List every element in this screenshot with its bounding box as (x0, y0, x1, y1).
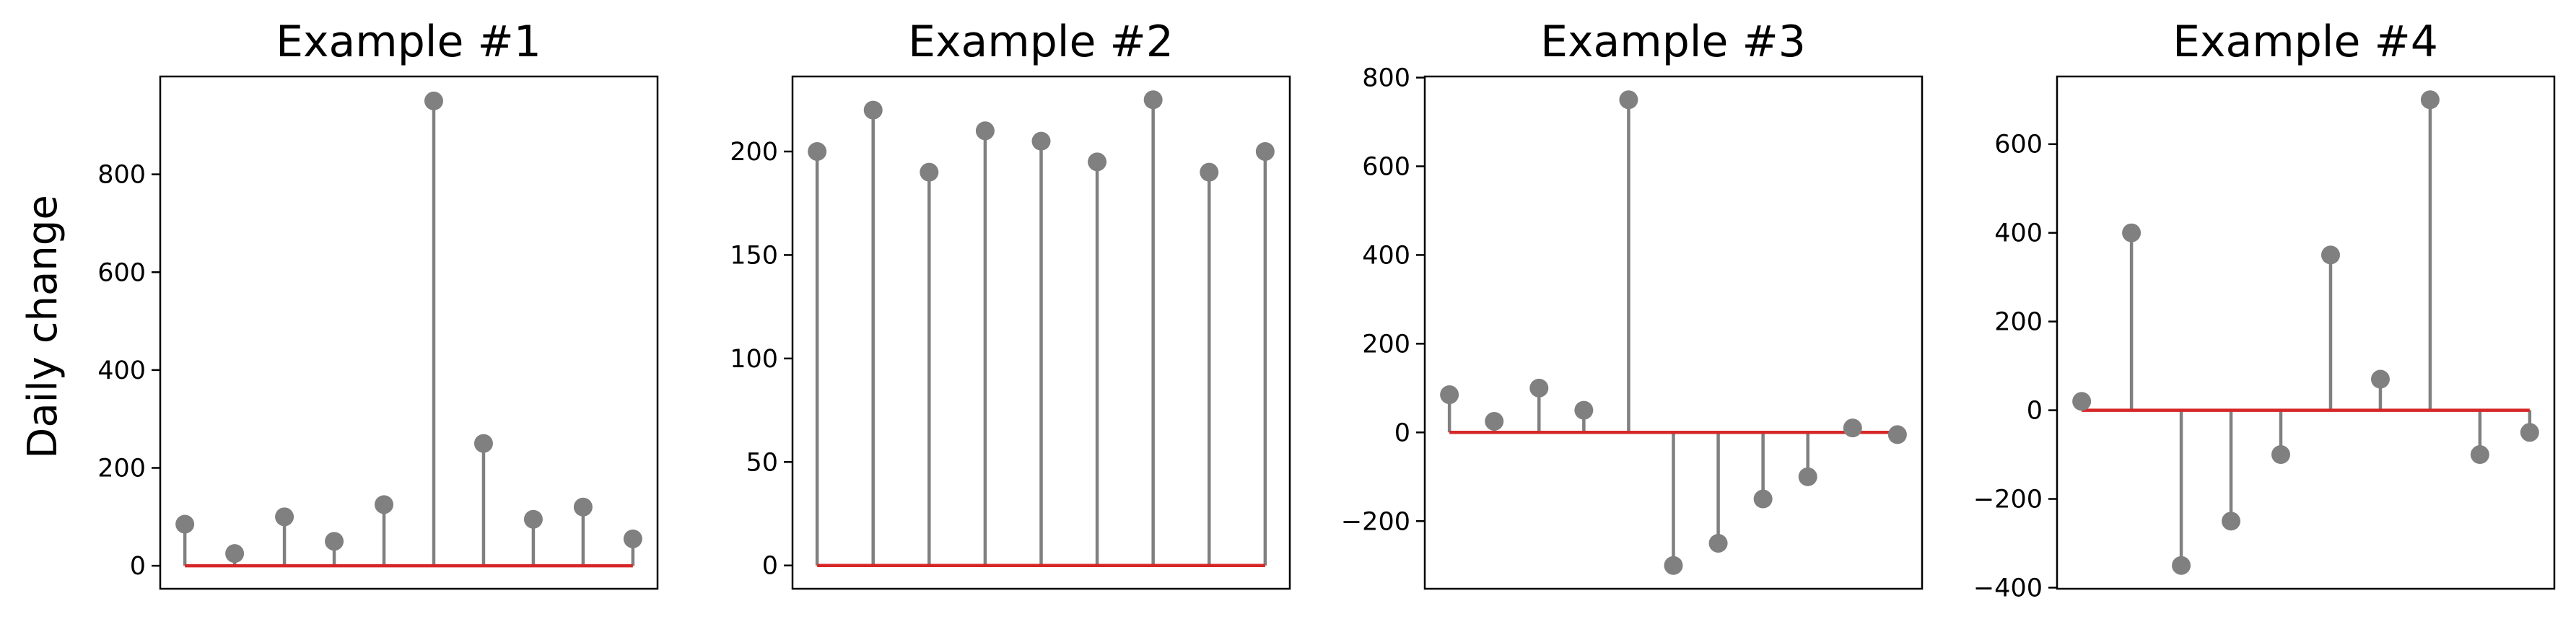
y-tick-label: 400 (97, 356, 146, 385)
y-tick-label: 600 (1362, 152, 1410, 181)
y-tick-label: 100 (730, 345, 778, 374)
stem-marker (1485, 411, 1504, 431)
y-tick-label: 0 (762, 552, 778, 581)
panel-example-2: Example #2 0 50 100 150 200 (730, 17, 1291, 590)
stem-marker (2420, 90, 2440, 110)
stem-marker (808, 141, 827, 161)
y-tick-label: −200 (1341, 507, 1410, 536)
stem-marker (1255, 141, 1275, 161)
stem-marker (623, 529, 642, 548)
panel-title: Example #4 (2173, 17, 2438, 67)
panel-title: Example #3 (1540, 17, 1806, 67)
panel-title: Example #1 (276, 17, 541, 67)
panel-example-4: Example #4 −400 −200 0 200 400 600 (1973, 17, 2556, 602)
plot-area: 0 50 100 150 200 (730, 90, 1275, 581)
panel-example-1: Example #1 0 200 400 600 800 (97, 17, 659, 590)
stem-marker (1798, 467, 1817, 486)
y-tick-label: −200 (1973, 486, 2043, 514)
stem-marker (1440, 385, 1459, 405)
plot-area: 0 200 400 600 800 (97, 91, 642, 581)
stem-marker (2271, 445, 2291, 465)
stem-marker (1031, 131, 1051, 151)
stem-marker (175, 514, 195, 534)
panel-title: Example #2 (908, 17, 1174, 67)
stem-marker (1619, 90, 1638, 110)
stem-marker (1887, 425, 1907, 444)
y-tick-label: 400 (1994, 219, 2043, 248)
stem-marker (2072, 392, 2092, 411)
axes-frame (791, 75, 1291, 590)
y-tick-label: 50 (746, 448, 778, 477)
y-tick-label: 400 (1362, 241, 1410, 270)
axes-frame (1423, 75, 1924, 590)
y-tick-label: 200 (97, 455, 146, 483)
stem-marker (2222, 512, 2241, 531)
y-tick-label: 800 (97, 161, 146, 190)
y-tick-label: 0 (1394, 418, 1410, 447)
plot-area: −400 −200 0 200 400 600 (1973, 90, 2539, 602)
stem-marker (1143, 90, 1163, 110)
stem-marker (275, 507, 294, 527)
axes-frame (159, 75, 659, 590)
stem-marker (1529, 378, 1549, 398)
stem-marker (2470, 445, 2489, 465)
stem-marker (1708, 533, 1728, 553)
stem-marker (2320, 245, 2340, 265)
y-tick-label: 600 (97, 258, 146, 287)
y-tick-label: 200 (730, 138, 778, 167)
y-tick-label: 200 (1994, 308, 2043, 337)
stem-marker (863, 100, 883, 120)
y-tick-label: 200 (1362, 330, 1410, 359)
stem-marker (975, 121, 995, 141)
stem-marker (375, 495, 394, 514)
stem-marker (325, 532, 344, 551)
stem-marker (920, 162, 939, 182)
y-tick-label: 150 (730, 241, 778, 270)
stem-marker (2172, 556, 2191, 575)
stem-marker (2370, 369, 2390, 389)
y-tick-label: −400 (1973, 574, 2043, 602)
y-axis-label: Daily change (19, 195, 66, 459)
stem-marker (473, 434, 493, 453)
y-tick-label: 600 (1994, 131, 2043, 159)
y-tick-label: 0 (130, 552, 146, 581)
y-tick-label: 0 (2027, 397, 2043, 426)
axes-frame (2056, 75, 2556, 590)
stem-marker (523, 509, 543, 529)
panel-example-3: Example #3 −200 0 200 400 600 800 (1341, 17, 1924, 590)
stem-marker (1664, 556, 1683, 575)
stem-marker (1200, 162, 1219, 182)
plot-area: −200 0 200 400 600 800 (1341, 64, 1907, 575)
stem-marker (2122, 223, 2141, 242)
stem-marker (225, 544, 245, 564)
stem-marker (1753, 489, 1773, 509)
stem-marker (2520, 423, 2539, 442)
stem-marker (573, 497, 593, 517)
y-tick-label: 800 (1362, 64, 1410, 93)
stem-marker (1843, 418, 1862, 438)
stem-marker (1088, 152, 1107, 172)
stem-marker (1574, 400, 1594, 420)
stem-marker (424, 91, 443, 110)
